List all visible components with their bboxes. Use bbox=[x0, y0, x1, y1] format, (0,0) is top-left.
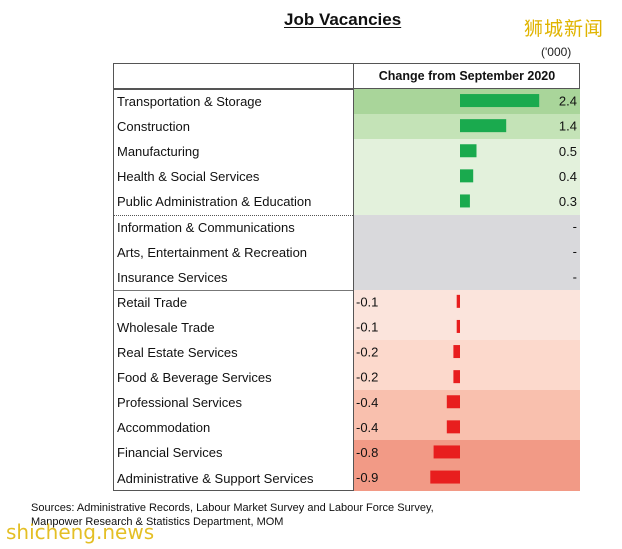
value-label: 1.4 bbox=[559, 119, 577, 134]
value-label: -0.2 bbox=[356, 370, 378, 385]
sources-line-2: Manpower Research & Statistics Departmen… bbox=[31, 516, 284, 528]
value-label: - bbox=[573, 269, 577, 284]
category-label: Information & Communications bbox=[117, 219, 295, 235]
category-label: Arts, Entertainment & Recreation bbox=[117, 244, 308, 260]
value-label: 0.5 bbox=[559, 144, 577, 159]
sources-note: Sources: Administrative Records, Labour … bbox=[31, 501, 434, 529]
row-shade bbox=[354, 440, 580, 466]
bar bbox=[453, 370, 460, 384]
category-label: Retail Trade bbox=[117, 294, 188, 310]
bar bbox=[460, 169, 474, 183]
category-label: Public Administration & Education bbox=[117, 194, 312, 210]
value-label: -0.2 bbox=[356, 345, 378, 360]
bar bbox=[460, 194, 470, 208]
value-label: - bbox=[573, 244, 577, 259]
value-label: -0.1 bbox=[356, 294, 378, 309]
watermark-logo-text: 狮城新闻 bbox=[524, 18, 605, 40]
bar bbox=[460, 119, 507, 133]
header-divider bbox=[114, 88, 579, 90]
chart-title: Job Vacancies bbox=[284, 10, 402, 29]
row-shade bbox=[354, 465, 580, 492]
bar bbox=[433, 445, 460, 459]
column-divider bbox=[353, 64, 354, 490]
bar bbox=[430, 470, 460, 484]
value-label: -0.8 bbox=[356, 445, 378, 460]
category-label: Financial Services bbox=[117, 445, 223, 461]
bar bbox=[446, 395, 460, 409]
value-label: 2.4 bbox=[559, 94, 577, 109]
bar bbox=[453, 345, 460, 359]
row-shade bbox=[354, 340, 580, 366]
category-label: Transportation & Storage bbox=[117, 94, 262, 109]
value-label: 0.4 bbox=[559, 169, 577, 184]
row-shade bbox=[354, 289, 580, 316]
value-label: -0.1 bbox=[356, 319, 378, 334]
bar bbox=[456, 319, 460, 333]
category-label: Health & Social Services bbox=[117, 169, 260, 185]
value-label: - bbox=[573, 219, 577, 234]
row-shade bbox=[354, 415, 580, 441]
bar bbox=[460, 94, 540, 108]
category-label: Insurance Services bbox=[117, 269, 228, 285]
watermark-site-text: shicheng.news bbox=[6, 520, 155, 544]
category-label: Food & Beverage Services bbox=[117, 370, 272, 386]
category-label: Administrative & Support Services bbox=[117, 470, 314, 486]
row-shade bbox=[354, 239, 580, 266]
group-separator bbox=[114, 289, 353, 291]
bar bbox=[456, 294, 460, 308]
bar bbox=[460, 144, 477, 158]
category-label: Real Estate Services bbox=[117, 345, 238, 360]
group-separator bbox=[114, 214, 353, 216]
units-label: ('000) bbox=[541, 45, 572, 59]
value-label: -0.4 bbox=[356, 395, 378, 410]
category-label: Manufacturing bbox=[117, 144, 200, 160]
row-shade bbox=[354, 365, 580, 391]
bar bbox=[446, 420, 460, 434]
column-header: Change from September 2020 bbox=[378, 69, 556, 83]
row-shade bbox=[354, 214, 580, 241]
row-shade bbox=[354, 264, 580, 291]
value-label: 0.3 bbox=[559, 194, 577, 209]
row-shade bbox=[354, 314, 580, 341]
value-label: -0.9 bbox=[356, 470, 378, 485]
category-label: Construction bbox=[117, 119, 190, 135]
bar-chart-area: 2.4 1.4 0.5 0.4 0.3 - - - -0.1 -0.1 -0.2 -0.2 -0.4 -0… bbox=[356, 94, 577, 485]
sources-line-1: Sources: Administrative Records, Labour … bbox=[31, 502, 434, 514]
category-label: Accommodation bbox=[117, 420, 211, 436]
category-label: Professional Services bbox=[117, 395, 242, 411]
category-label: Wholesale Trade bbox=[117, 319, 215, 335]
row-shade bbox=[354, 390, 580, 416]
value-label: -0.4 bbox=[356, 420, 378, 435]
